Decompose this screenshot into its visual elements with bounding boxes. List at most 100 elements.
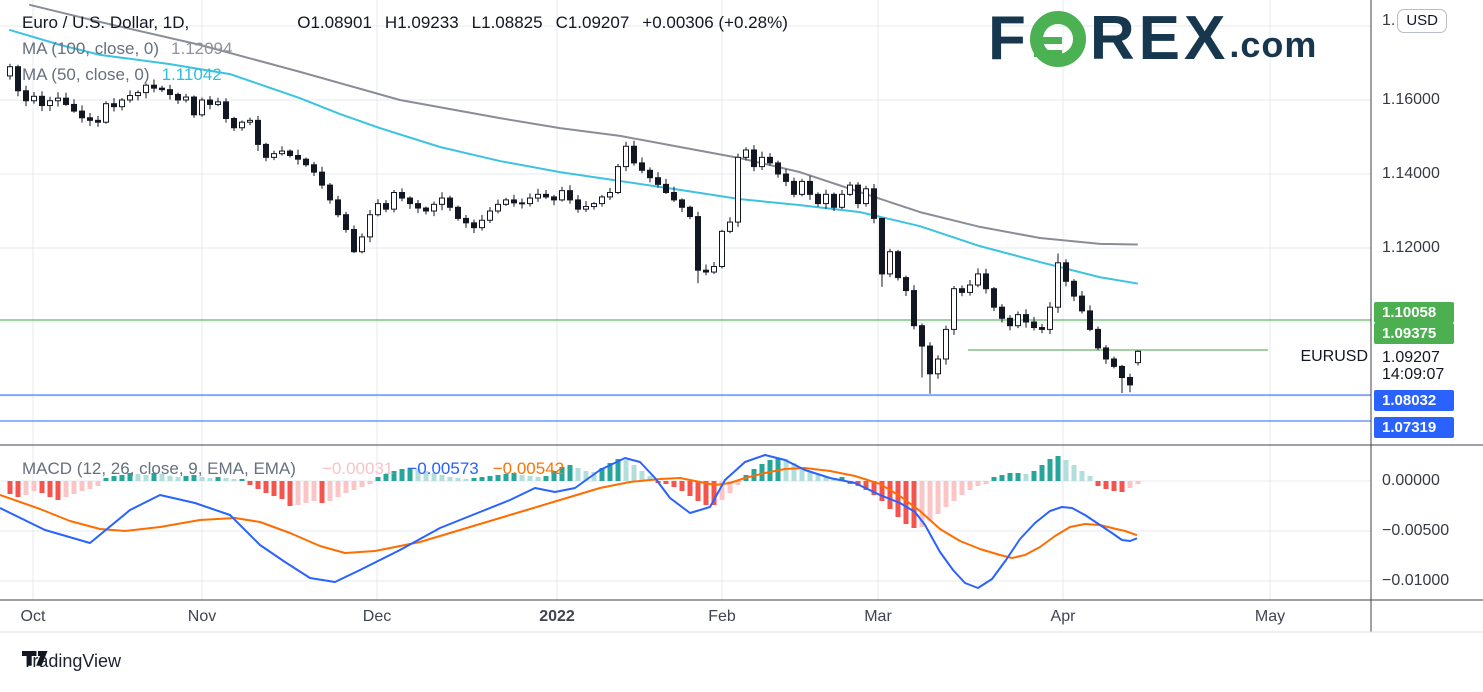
candle-body: [623, 145, 629, 168]
candle-body: [423, 207, 429, 212]
candle-body: [647, 169, 653, 179]
candle-body: [799, 180, 805, 195]
forex-logo-rex: REX: [1089, 4, 1230, 73]
macd-histogram-bar: [727, 481, 733, 493]
forex-logo-euro-bar: [1033, 37, 1062, 44]
candle-body: [151, 84, 157, 89]
macd-histogram-bar: [1023, 474, 1029, 481]
candle-body: [1023, 314, 1029, 323]
low-value: L1.08825: [471, 13, 543, 32]
time-axis-label[interactable]: Dec: [362, 608, 392, 625]
time-axis-label[interactable]: Feb: [708, 608, 736, 625]
candle-body: [807, 180, 813, 195]
macd-histogram-bar: [863, 481, 869, 490]
candle-body: [175, 93, 181, 101]
macd-histogram-bar: [39, 481, 45, 493]
ma100-label[interactable]: MA (100, close, 0): [22, 39, 160, 58]
macd-histogram-bar: [911, 481, 917, 528]
change-value: +0.00306 (+0.28%): [642, 13, 788, 32]
candle-body: [615, 166, 621, 194]
time-axis-label[interactable]: Oct: [20, 608, 46, 625]
price-level-badge: 1.08032: [1374, 390, 1454, 411]
candle-body: [599, 196, 605, 205]
macd-histogram-bar: [55, 481, 61, 500]
macd-histogram-bar: [607, 463, 613, 481]
candle-body: [87, 117, 93, 121]
macd-histogram-bar: [183, 476, 189, 481]
macd-histogram-bar: [127, 473, 133, 481]
candle-body: [287, 150, 293, 156]
macd-histogram-bar: [975, 481, 981, 486]
candle-body: [351, 229, 357, 253]
macd-histogram-bar: [527, 476, 533, 481]
candle-body: [239, 121, 245, 129]
time-axis-label[interactable]: Apr: [1050, 608, 1076, 625]
chart-legend-row: Euro / U.S. Dollar, 1D, O1.08901 H1.0923…: [22, 13, 788, 33]
candle-body: [935, 358, 941, 375]
candle-body: [751, 149, 757, 168]
time-axis-label[interactable]: 2022: [539, 608, 575, 625]
macd-histogram-bar: [1095, 481, 1101, 486]
macd-histogram-bar: [207, 478, 213, 481]
candle-body: [1079, 295, 1085, 312]
macd-label[interactable]: MACD (12, 26, close, 9, EMA, EMA): [22, 459, 296, 478]
macd-histogram-bar: [311, 481, 317, 501]
macd-histogram-bar: [815, 475, 821, 481]
candle-body: [1007, 317, 1013, 327]
candle-body: [887, 251, 893, 275]
time-axis-label[interactable]: Nov: [187, 608, 217, 625]
candle-body: [463, 217, 469, 224]
time-axis-label[interactable]: May: [1254, 608, 1286, 625]
partial-price-label: 1.: [1382, 12, 1396, 29]
candle-body: [127, 95, 133, 101]
macd-histogram-bar: [335, 481, 341, 497]
candle-body: [391, 192, 397, 210]
candle-body: [863, 188, 869, 205]
macd-histogram-bar: [1063, 460, 1069, 481]
macd-histogram-bar: [199, 477, 205, 481]
candle-body: [775, 162, 781, 175]
macd-histogram-bar: [1103, 481, 1109, 489]
candle-body: [71, 103, 77, 112]
candle-body: [999, 306, 1005, 319]
price-axis-top: 1. USD: [1382, 9, 1448, 33]
candle-body: [431, 203, 437, 212]
candle-body: [687, 206, 693, 218]
candle-body: [255, 119, 261, 145]
ma50-legend-row: MA (50, close, 0) 1.11042: [22, 65, 222, 85]
macd-histogram-bar: [887, 481, 893, 509]
macd-histogram-bar: [1119, 481, 1125, 492]
candle-body: [543, 193, 549, 198]
usd-currency-chip[interactable]: USD: [1397, 9, 1448, 33]
forex-logo-o-icon: [1029, 11, 1086, 67]
candle-body: [375, 203, 381, 216]
macd-axis-label: 0.00000: [1382, 472, 1440, 489]
time-axis-label[interactable]: Mar: [864, 608, 892, 625]
macd-histogram-bar: [191, 475, 197, 481]
candle-body: [247, 119, 253, 123]
candle-body: [495, 203, 501, 212]
macd-histogram-bar: [599, 468, 605, 481]
macd-histogram-bar: [903, 481, 909, 524]
tradingview-attribution[interactable]: TradingView: [22, 651, 121, 672]
macd-histogram-bar: [919, 481, 925, 527]
candle-body: [831, 193, 837, 208]
candle-body: [655, 177, 661, 185]
candle-body: [703, 269, 709, 273]
macd-histogram-bar: [943, 481, 949, 507]
candle-body: [135, 92, 141, 97]
candle-body: [631, 145, 637, 164]
macd-histogram-bar: [895, 481, 901, 517]
candle-body: [95, 119, 101, 123]
symbol-title[interactable]: Euro / U.S. Dollar, 1D,: [22, 13, 190, 32]
macd-histogram-bar: [1127, 481, 1133, 488]
candle-body: [871, 188, 877, 219]
candle-body: [303, 158, 309, 166]
candle-body: [439, 197, 445, 205]
ma50-label[interactable]: MA (50, close, 0): [22, 65, 150, 84]
macd-histogram-bar: [1111, 481, 1117, 491]
candle-body: [231, 118, 237, 129]
candle-body: [143, 84, 149, 94]
macd-histogram-bar: [671, 481, 677, 487]
